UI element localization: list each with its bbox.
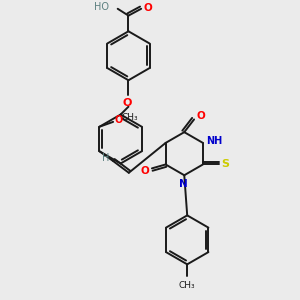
Text: O: O (123, 98, 132, 108)
Text: S: S (221, 160, 230, 170)
Text: O: O (114, 115, 122, 125)
Text: HO: HO (94, 2, 109, 12)
Text: CH₃: CH₃ (179, 281, 196, 290)
Text: N: N (179, 179, 188, 189)
Text: O: O (143, 3, 152, 13)
Text: NH: NH (206, 136, 222, 146)
Text: O: O (196, 112, 205, 122)
Text: H: H (102, 153, 109, 163)
Text: CH₃: CH₃ (122, 113, 139, 122)
Text: O: O (140, 166, 149, 176)
